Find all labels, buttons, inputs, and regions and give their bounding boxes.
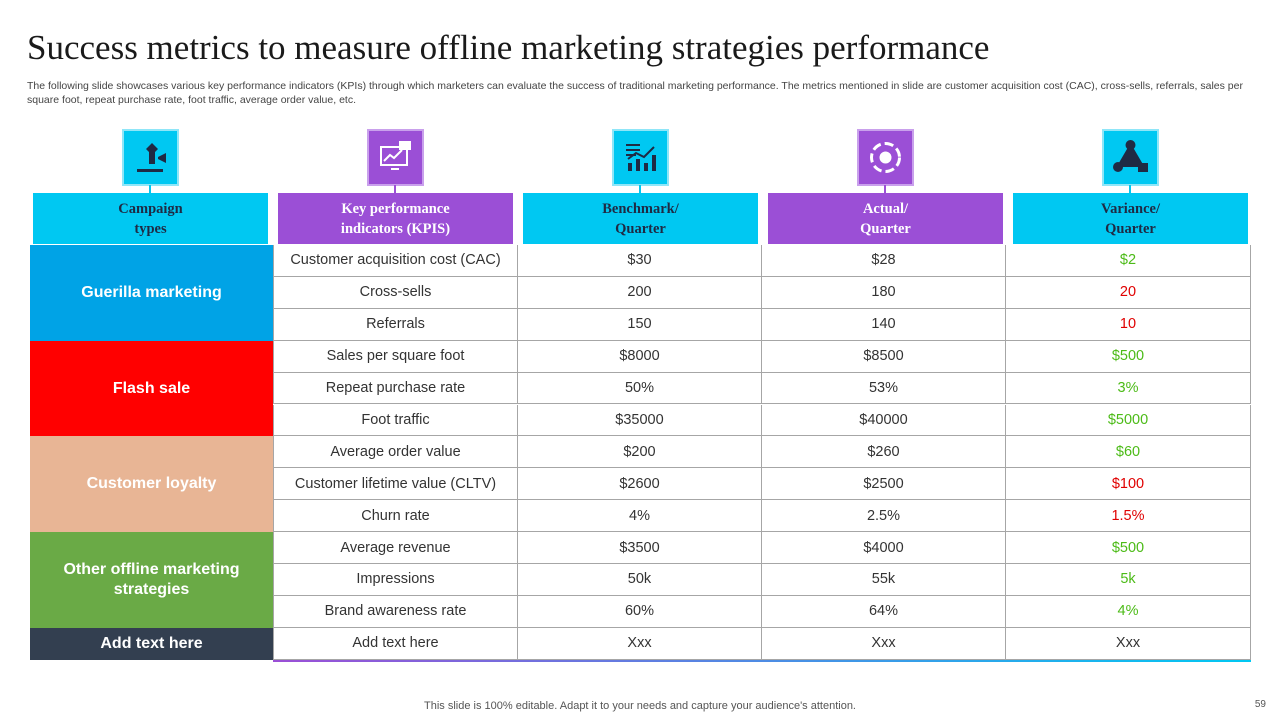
subtitle: The following slide showcases various ke… — [27, 80, 1243, 106]
benchmark-cell: 60% — [518, 595, 762, 628]
footer-note: This slide is 100% editable. Adapt it to… — [424, 700, 856, 712]
kpi-cell: Referrals — [273, 308, 518, 341]
icon-stem — [639, 185, 641, 193]
variance-cell: $500 — [1006, 532, 1251, 564]
kpi-cell: Impressions — [273, 564, 518, 596]
variance-cell: $100 — [1006, 468, 1251, 501]
actual-cell: 2.5% — [762, 500, 1006, 533]
benchmark-cell: $30 — [518, 245, 762, 277]
group-label: Customer loyalty — [30, 436, 273, 533]
actual-cell: 64% — [762, 595, 1006, 628]
variance-cell: $2 — [1006, 245, 1251, 277]
kpi-cell: Brand awareness rate — [273, 595, 518, 628]
kpi-cell: Add text here — [273, 627, 518, 660]
variance-cell: 1.5% — [1006, 500, 1251, 533]
icon — [367, 129, 424, 186]
kpi-cell: Customer acquisition cost (CAC) — [273, 245, 518, 277]
icon-stem — [149, 185, 151, 193]
icon — [857, 129, 914, 186]
benchmark-cell: $2600 — [518, 468, 762, 501]
kpi-cell: Cross-sells — [273, 276, 518, 309]
icon-stem — [1129, 185, 1131, 193]
actual-cell: Xxx — [762, 627, 1006, 660]
page-number: 59 — [1254, 699, 1266, 710]
column-header: Variance/ Quarter — [1013, 193, 1248, 244]
group-label: Guerilla marketing — [30, 245, 273, 341]
kpi-cell: Average revenue — [273, 532, 518, 564]
benchmark-cell: 50% — [518, 372, 762, 405]
variance-cell: Xxx — [1006, 627, 1251, 660]
variance-cell: $500 — [1006, 340, 1251, 373]
benchmark-cell: $35000 — [518, 404, 762, 437]
variance-cell: 20 — [1006, 276, 1251, 309]
kpi-cell: Foot traffic — [273, 404, 518, 437]
actual-cell: 55k — [762, 564, 1006, 596]
variance-cell: 3% — [1006, 372, 1251, 405]
icon-stem — [394, 185, 396, 193]
title: Success metrics to measure offline marke… — [27, 28, 990, 67]
group-label: Other offline marketing strategies — [30, 532, 273, 628]
variance-cell: 5k — [1006, 564, 1251, 596]
actual-cell: $40000 — [762, 404, 1006, 437]
variance-cell: $60 — [1006, 436, 1251, 469]
actual-cell: $8500 — [762, 340, 1006, 373]
actual-cell: 53% — [762, 372, 1006, 405]
column-header: Actual/ Quarter — [768, 193, 1003, 244]
column-header: Benchmark/ Quarter — [523, 193, 758, 244]
kpi-cell: Customer lifetime value (CLTV) — [273, 468, 518, 501]
benchmark-cell: 50k — [518, 564, 762, 596]
actual-cell: $2500 — [762, 468, 1006, 501]
variance-cell: $5000 — [1006, 404, 1251, 437]
group-label: Add text here — [30, 627, 273, 660]
icon — [1102, 129, 1159, 186]
benchmark-cell: 200 — [518, 276, 762, 309]
actual-cell: 140 — [762, 308, 1006, 341]
column-header: Key performance indicators (KPIS) — [278, 193, 513, 244]
table-bottom-rule — [273, 659, 1251, 662]
kpi-cell: Churn rate — [273, 500, 518, 533]
column-header: Campaign types — [33, 193, 268, 244]
kpi-cell: Average order value — [273, 436, 518, 469]
icon-stem — [884, 185, 886, 193]
benchmark-cell: Xxx — [518, 627, 762, 660]
variance-cell: 4% — [1006, 595, 1251, 628]
benchmark-cell: $200 — [518, 436, 762, 469]
kpi-cell: Sales per square foot — [273, 340, 518, 373]
benchmark-cell: $3500 — [518, 532, 762, 564]
actual-cell: $28 — [762, 245, 1006, 277]
variance-cell: 10 — [1006, 308, 1251, 341]
benchmark-cell: 4% — [518, 500, 762, 533]
actual-cell: $4000 — [762, 532, 1006, 564]
icon — [122, 129, 179, 186]
icon — [612, 129, 669, 186]
group-label: Flash sale — [30, 340, 273, 437]
kpi-cell: Repeat purchase rate — [273, 372, 518, 405]
actual-cell: $260 — [762, 436, 1006, 469]
benchmark-cell: $8000 — [518, 340, 762, 373]
benchmark-cell: 150 — [518, 308, 762, 341]
actual-cell: 180 — [762, 276, 1006, 309]
